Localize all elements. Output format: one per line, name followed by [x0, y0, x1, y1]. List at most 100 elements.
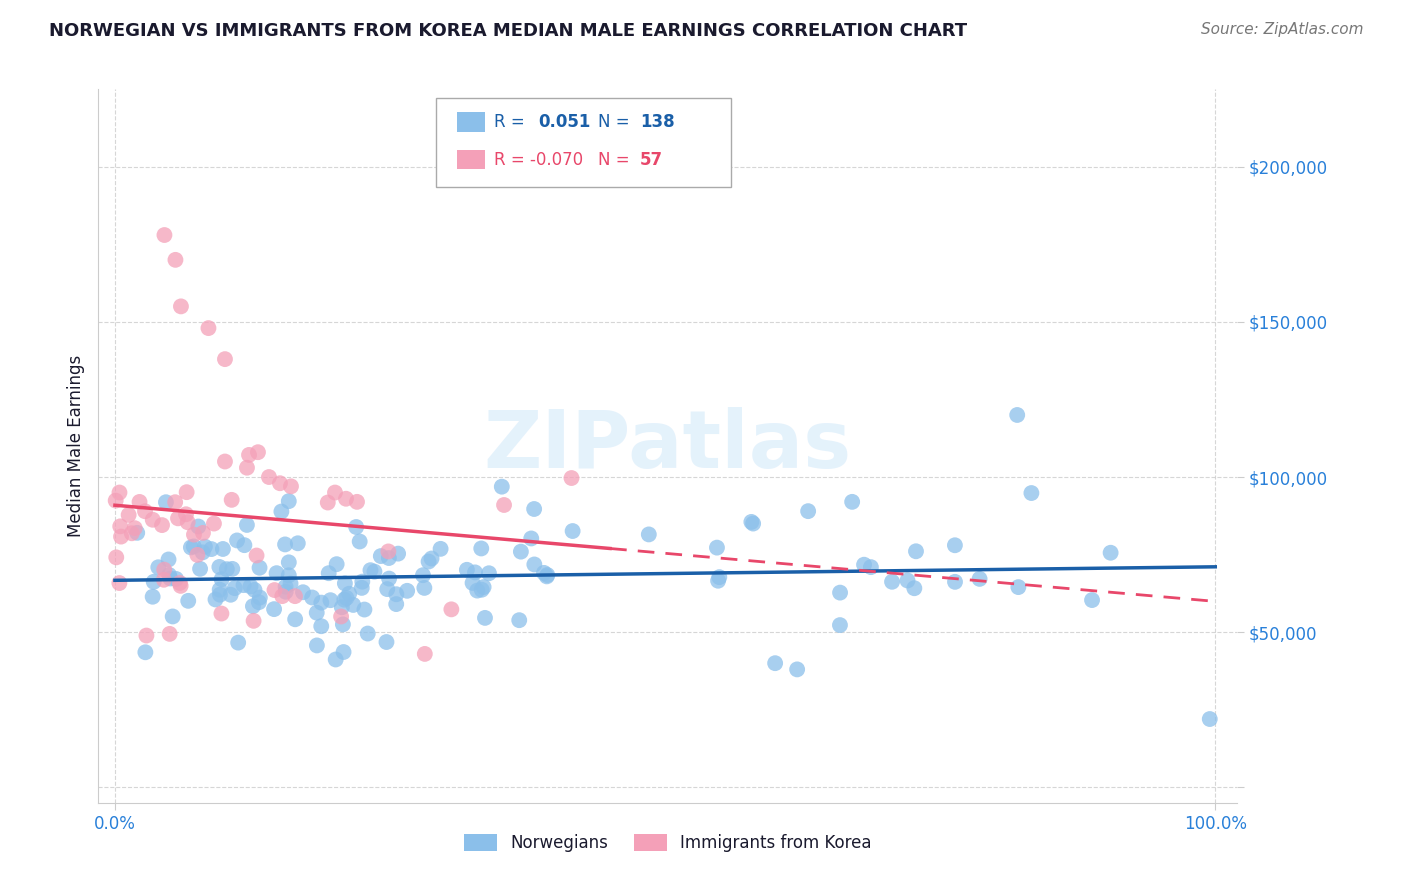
- Point: [492, 498, 515, 512]
- Point: [378, 551, 401, 566]
- Point: [269, 476, 291, 491]
- Point: [233, 538, 256, 552]
- Point: [470, 541, 492, 556]
- Point: [377, 544, 399, 558]
- Point: [263, 602, 285, 616]
- Point: [319, 593, 342, 607]
- Point: [187, 519, 209, 533]
- Point: [465, 583, 488, 598]
- Point: [325, 557, 347, 571]
- Point: [332, 645, 354, 659]
- Point: [226, 533, 249, 548]
- Point: [108, 576, 131, 591]
- Legend: Norwegians, Immigrants from Korea: Norwegians, Immigrants from Korea: [457, 827, 879, 859]
- Point: [280, 576, 302, 591]
- Point: [325, 652, 347, 666]
- Point: [212, 541, 235, 556]
- Point: [214, 454, 236, 468]
- Point: [110, 519, 132, 533]
- Point: [247, 595, 270, 609]
- Point: [188, 562, 211, 576]
- Point: [183, 527, 205, 541]
- Point: [194, 540, 217, 554]
- Point: [464, 566, 486, 580]
- Point: [238, 448, 260, 462]
- Point: [333, 576, 356, 591]
- Text: Source: ZipAtlas.com: Source: ZipAtlas.com: [1201, 22, 1364, 37]
- Point: [153, 573, 176, 587]
- Point: [375, 582, 398, 596]
- Point: [363, 565, 385, 579]
- Point: [385, 587, 408, 601]
- Point: [536, 569, 558, 583]
- Point: [174, 508, 197, 522]
- Point: [157, 552, 180, 566]
- Point: [359, 563, 381, 577]
- Point: [105, 550, 128, 565]
- Point: [337, 587, 360, 601]
- Point: [335, 591, 357, 605]
- Point: [277, 494, 299, 508]
- Point: [429, 541, 451, 556]
- Point: [943, 574, 966, 589]
- Text: 57: 57: [640, 151, 662, 169]
- Point: [1081, 593, 1104, 607]
- Point: [117, 508, 139, 522]
- Point: [221, 492, 243, 507]
- Point: [969, 572, 991, 586]
- Point: [128, 495, 150, 509]
- Point: [353, 602, 375, 616]
- Point: [165, 572, 187, 586]
- Point: [219, 588, 242, 602]
- Point: [413, 647, 436, 661]
- Point: [508, 613, 530, 627]
- Point: [287, 536, 309, 550]
- Point: [1198, 712, 1220, 726]
- Point: [707, 574, 730, 588]
- Point: [142, 590, 165, 604]
- Point: [330, 600, 353, 615]
- Point: [204, 592, 226, 607]
- Point: [214, 352, 236, 367]
- Point: [134, 504, 156, 518]
- Text: 0.051: 0.051: [538, 113, 591, 131]
- Point: [284, 589, 307, 603]
- Point: [311, 596, 333, 610]
- Point: [346, 495, 368, 509]
- Y-axis label: Median Male Earnings: Median Male Earnings: [66, 355, 84, 537]
- Point: [309, 619, 332, 633]
- Point: [242, 599, 264, 614]
- Point: [246, 445, 269, 459]
- Text: N =: N =: [598, 113, 628, 131]
- Point: [277, 568, 299, 582]
- Point: [226, 635, 249, 649]
- Point: [155, 495, 177, 509]
- Point: [121, 526, 143, 541]
- Point: [215, 562, 238, 576]
- Point: [841, 495, 863, 509]
- Point: [333, 592, 356, 607]
- Point: [316, 495, 339, 509]
- Point: [357, 626, 380, 640]
- Text: R =: R =: [494, 113, 524, 131]
- Point: [110, 530, 132, 544]
- Point: [478, 566, 501, 581]
- Point: [491, 480, 513, 494]
- Point: [177, 515, 200, 529]
- Point: [249, 591, 271, 605]
- Point: [157, 568, 180, 582]
- Point: [208, 560, 231, 574]
- Point: [301, 591, 323, 605]
- Point: [637, 527, 659, 541]
- Text: NORWEGIAN VS IMMIGRANTS FROM KOREA MEDIAN MALE EARNINGS CORRELATION CHART: NORWEGIAN VS IMMIGRANTS FROM KOREA MEDIA…: [49, 22, 967, 40]
- Point: [352, 574, 374, 589]
- Point: [150, 518, 173, 533]
- Text: ZIPatlas: ZIPatlas: [484, 407, 852, 485]
- Point: [413, 581, 436, 595]
- Text: 138: 138: [640, 113, 675, 131]
- Point: [560, 471, 582, 485]
- Point: [162, 609, 184, 624]
- Point: [305, 606, 328, 620]
- Point: [335, 491, 357, 506]
- Point: [159, 627, 181, 641]
